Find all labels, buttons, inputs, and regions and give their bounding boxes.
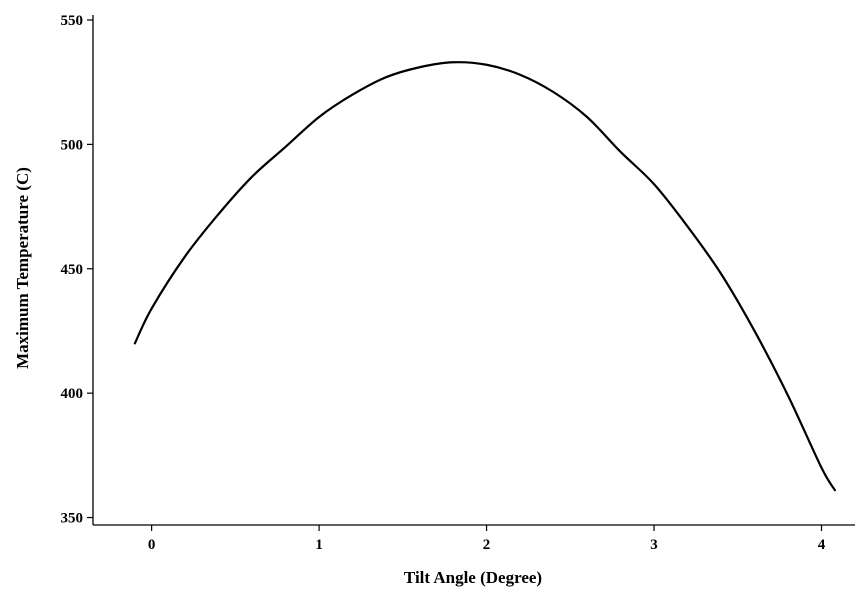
y-tick-label: 500 [61, 137, 84, 153]
x-tick-label: 1 [315, 537, 323, 553]
x-tick-label: 3 [650, 537, 658, 553]
x-tick-label: 4 [818, 537, 826, 553]
y-tick-label: 550 [61, 13, 84, 29]
series-layer [133, 61, 836, 492]
x-tick-label: 2 [483, 537, 491, 553]
y-axis-label: Maximum Temperature (C) [13, 167, 32, 369]
series-line [133, 61, 836, 492]
y-tick-label: 350 [61, 511, 84, 527]
y-tick-label: 400 [61, 386, 84, 402]
axes [92, 15, 855, 526]
ticks: 0 1 2 3 4 350 400 450 500 550 [61, 13, 826, 553]
x-tick-label: 0 [148, 537, 156, 553]
x-axis-label: Tilt Angle (Degree) [404, 568, 542, 587]
y-tick-label: 450 [61, 262, 84, 278]
